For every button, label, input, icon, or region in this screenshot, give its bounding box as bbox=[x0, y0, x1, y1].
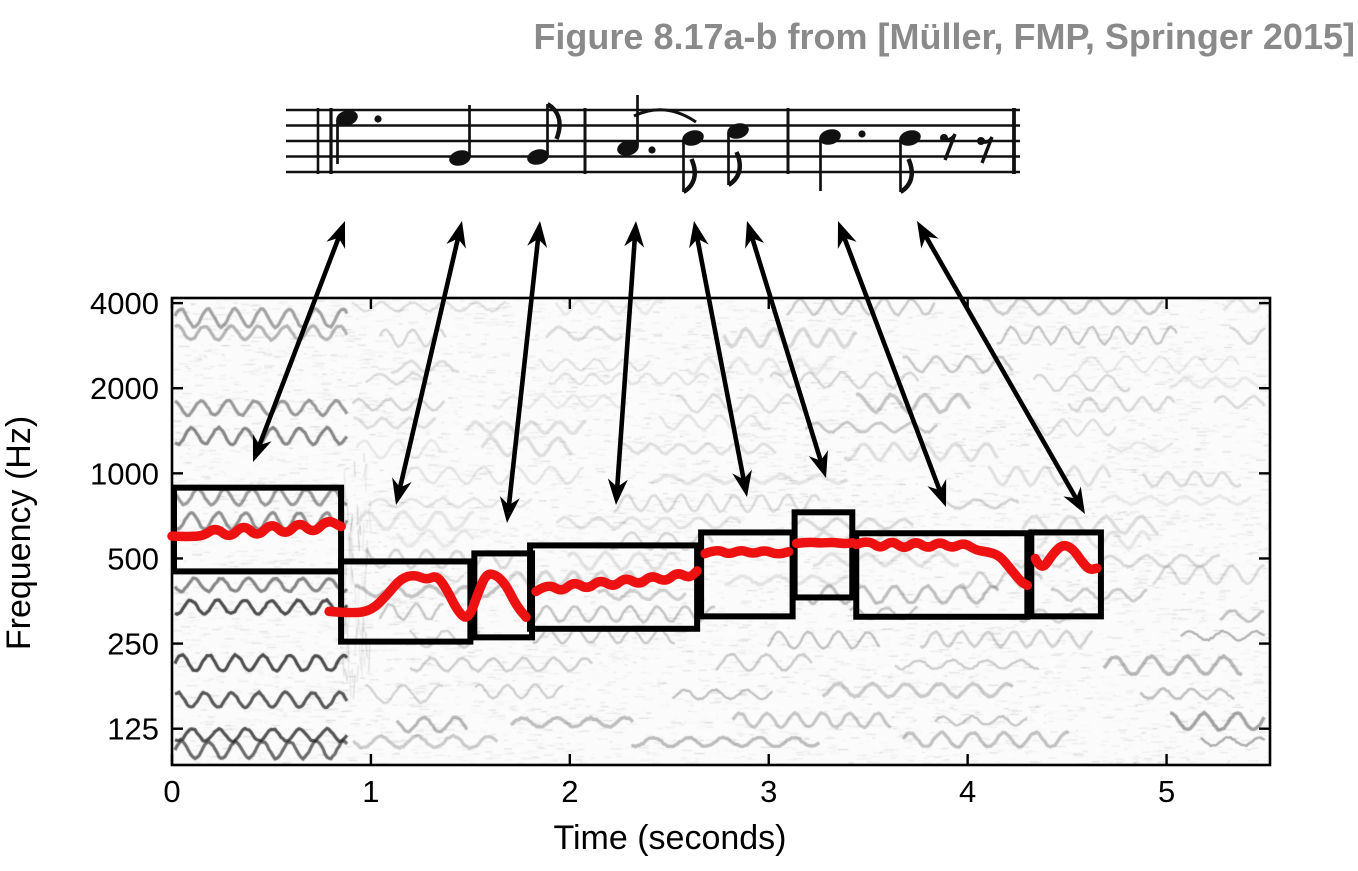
arrowhead bbox=[732, 469, 752, 497]
arrowhead bbox=[607, 478, 628, 505]
note-region-box bbox=[1028, 529, 1104, 620]
note-head bbox=[336, 110, 358, 126]
note-flag bbox=[899, 158, 914, 194]
note-arrow bbox=[917, 221, 1085, 514]
arrowhead bbox=[624, 221, 645, 248]
x-tick-label: 5 bbox=[1158, 774, 1175, 809]
f0-curve-segment bbox=[324, 569, 531, 622]
f0-curve-segment bbox=[167, 517, 346, 542]
x-tick-label: 2 bbox=[561, 774, 578, 809]
note-arrow bbox=[607, 221, 645, 505]
note-region-box bbox=[527, 542, 701, 632]
note-region-box bbox=[791, 509, 856, 601]
f0-curve-segment bbox=[531, 566, 702, 597]
eighth-rest bbox=[940, 133, 957, 161]
arrowhead bbox=[392, 477, 412, 505]
arrowhead bbox=[927, 479, 947, 507]
note-arrow bbox=[252, 221, 346, 462]
note-head bbox=[727, 123, 749, 139]
arrowhead bbox=[808, 450, 828, 478]
arrowhead bbox=[745, 221, 765, 249]
arrowhead bbox=[1063, 486, 1085, 514]
f0-trajectory bbox=[167, 517, 1102, 622]
note-to-spectrogram-arrows bbox=[252, 221, 1085, 523]
arrowhead bbox=[689, 221, 709, 249]
note-arrow bbox=[689, 221, 752, 497]
figure-caption: Figure 8.17a-b from [Müller, FMP, Spring… bbox=[533, 16, 1355, 57]
note-region-box bbox=[698, 529, 796, 620]
note-head bbox=[899, 130, 921, 146]
slur bbox=[633, 108, 697, 124]
note-head bbox=[527, 149, 549, 165]
note-head bbox=[449, 150, 471, 166]
note-region-box bbox=[853, 530, 1031, 620]
music-score bbox=[286, 95, 1020, 194]
arrowhead bbox=[446, 221, 466, 249]
augmentation-dot bbox=[648, 146, 656, 154]
spectrogram-plot: 0 1 2 3 4 5 4000 2000 1000 500 250 125 bbox=[90, 286, 1272, 809]
note-head bbox=[617, 140, 639, 156]
note-flag bbox=[546, 102, 562, 140]
note-region-box bbox=[471, 550, 536, 641]
note-flag bbox=[682, 158, 697, 194]
f0-curve-segment bbox=[1030, 540, 1102, 574]
arrowhead bbox=[527, 221, 548, 248]
x-tick-label: 3 bbox=[760, 774, 777, 809]
f0-curve-segment bbox=[700, 545, 794, 559]
y-tick-label: 4000 bbox=[90, 286, 159, 321]
x-axis-label: Time (seconds) bbox=[553, 819, 786, 857]
y-tick-label: 250 bbox=[107, 627, 159, 662]
y-axis-label: Frequency (Hz) bbox=[0, 416, 38, 650]
y-tick-label: 125 bbox=[107, 712, 159, 747]
x-tick-label: 0 bbox=[163, 774, 180, 809]
note-head bbox=[682, 130, 704, 146]
f0-curve-segment bbox=[851, 537, 1033, 590]
arrowhead bbox=[837, 221, 857, 249]
note-arrow bbox=[745, 221, 828, 478]
f0-curve-segment bbox=[791, 537, 858, 549]
note-arrow bbox=[837, 221, 947, 507]
y-tick-label: 1000 bbox=[90, 456, 159, 491]
arrowhead bbox=[917, 221, 939, 249]
x-tick-label: 4 bbox=[959, 774, 976, 809]
arrowhead bbox=[252, 434, 272, 462]
arrowhead bbox=[326, 221, 346, 249]
augmentation-dot bbox=[374, 115, 382, 123]
note-head bbox=[819, 129, 841, 145]
x-tick-label: 1 bbox=[362, 774, 379, 809]
eighth-rest bbox=[977, 136, 994, 164]
y-tick-label: 500 bbox=[107, 541, 159, 576]
note-arrow bbox=[499, 221, 548, 523]
y-tick-label: 2000 bbox=[90, 371, 159, 406]
augmentation-dot bbox=[858, 130, 866, 138]
arrowhead bbox=[499, 496, 520, 523]
note-arrow bbox=[392, 221, 466, 505]
note-flag bbox=[727, 151, 742, 187]
